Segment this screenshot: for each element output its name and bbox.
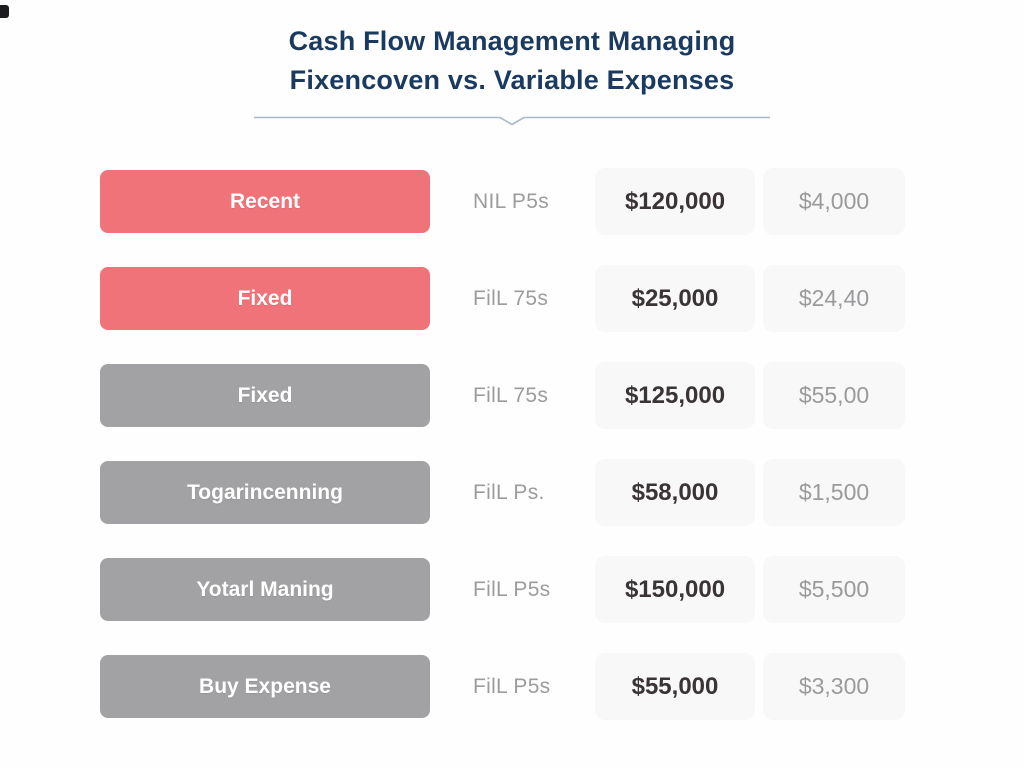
secondary-amount-cell: $3,300 xyxy=(763,653,905,720)
primary-amount-cell: $25,000 xyxy=(595,265,755,332)
expense-table: Recent NIL P5s $120,000 $4,000 Fixed Fil… xyxy=(0,168,1024,752)
page-title: Cash Flow Management Managing Fixencoven… xyxy=(0,22,1024,100)
secondary-amount-cell: $1,500 xyxy=(763,459,905,526)
table-row: Buy Expense FilL P5s $55,000 $3,300 xyxy=(0,653,1024,720)
page-title-line2: Fixencoven vs. Variable Expenses xyxy=(289,65,735,95)
secondary-amount-cell: $55,00 xyxy=(763,362,905,429)
category-button[interactable]: Yotarl Maning xyxy=(100,558,430,621)
secondary-amount-cell: $4,000 xyxy=(763,168,905,235)
page-header: Cash Flow Management Managing Fixencoven… xyxy=(0,22,1024,100)
primary-amount-cell: $120,000 xyxy=(595,168,755,235)
row-label: FilL 75s xyxy=(473,286,549,310)
table-row: Fixed FilL 75s $25,000 $24,40 xyxy=(0,265,1024,332)
category-button[interactable]: Buy Expense xyxy=(100,655,430,718)
category-button[interactable]: Fixed xyxy=(100,267,430,330)
page-title-line1: Cash Flow Management Managing xyxy=(288,26,736,56)
table-row: Togarincenning FilL Ps. $58,000 $1,500 xyxy=(0,459,1024,526)
primary-amount-cell: $150,000 xyxy=(595,556,755,623)
category-button[interactable]: Recent xyxy=(100,170,430,233)
scan-artifact xyxy=(0,5,9,18)
table-row: Yotarl Maning FilL P5s $150,000 $5,500 xyxy=(0,556,1024,623)
row-label: FilL P5s xyxy=(473,577,551,601)
row-label: FilL P5s xyxy=(473,674,551,698)
table-row: Fixed FilL 75s $125,000 $55,00 xyxy=(0,362,1024,429)
table-row: Recent NIL P5s $120,000 $4,000 xyxy=(0,168,1024,235)
category-button[interactable]: Fixed xyxy=(100,364,430,427)
primary-amount-cell: $58,000 xyxy=(595,459,755,526)
primary-amount-cell: $125,000 xyxy=(595,362,755,429)
category-button[interactable]: Togarincenning xyxy=(100,461,430,524)
secondary-amount-cell: $5,500 xyxy=(763,556,905,623)
row-label: FilL 75s xyxy=(473,383,549,407)
divider-line-with-chevron xyxy=(254,116,770,126)
primary-amount-cell: $55,000 xyxy=(595,653,755,720)
row-label: NIL P5s xyxy=(473,189,550,213)
row-label: FilL Ps. xyxy=(473,480,545,504)
secondary-amount-cell: $24,40 xyxy=(763,265,905,332)
